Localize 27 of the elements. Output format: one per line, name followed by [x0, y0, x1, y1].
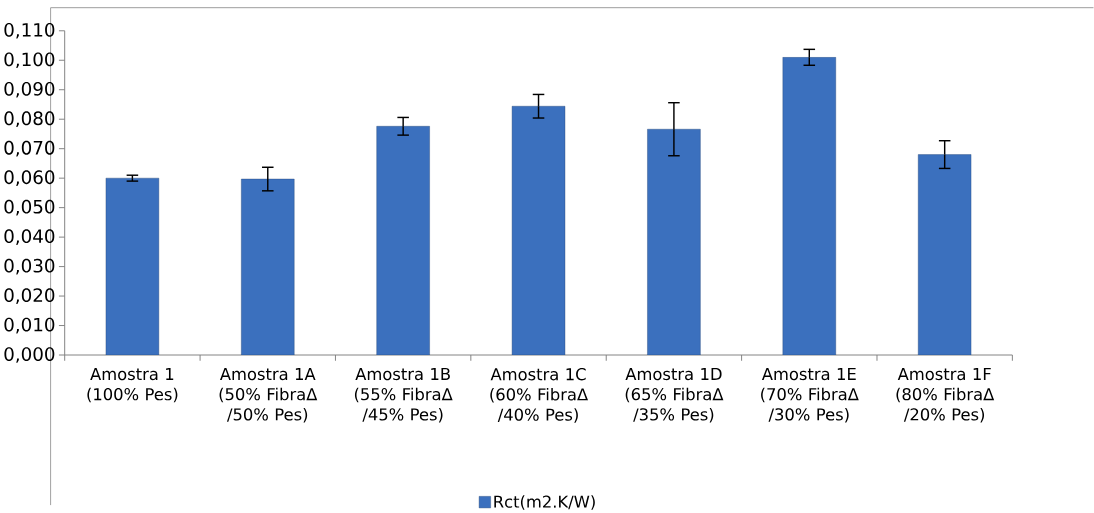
y-tick-label: 0,040 [4, 229, 55, 245]
y-tick-label: 0,030 [4, 258, 55, 275]
x-tick-label: Amostra 1B (55% FibraΔ /45% Pes) [354, 368, 453, 423]
y-tick-label: 0,010 [4, 317, 55, 334]
x-tick-label: Amostra 1 (100% Pes) [87, 368, 178, 403]
legend-label: Rct(m2.K/W) [494, 495, 595, 510]
bar [511, 106, 566, 356]
y-tick-label: 0,020 [4, 288, 55, 304]
y-tick-label: 0,050 [4, 199, 55, 216]
x-tick-label: Amostra 1D (65% FibraΔ /35% Pes) [625, 368, 724, 423]
y-tick-label: 0,110 [4, 22, 55, 39]
y-tick-label: 0,090 [4, 81, 55, 98]
y-tick-label: 0,000 [4, 347, 55, 363]
bar [241, 178, 295, 356]
y-tick-label: 0,070 [4, 140, 55, 157]
bar [105, 178, 160, 356]
bar [376, 126, 430, 356]
bar [918, 154, 972, 356]
x-tick-label: Amostra 1E (70% FibraΔ /30% Pes) [761, 368, 859, 423]
y-tick-label: 0,060 [4, 170, 55, 187]
x-tick-label: Amostra 1C (60% FibraΔ /40% Pes) [490, 368, 589, 423]
x-tick-label: Amostra 1A (50% FibraΔ /50% Pes) [219, 368, 318, 423]
y-tick-label: 0,080 [4, 111, 55, 128]
x-tick-label: Amostra 1F (80% FibraΔ /20% Pes) [896, 368, 995, 423]
bar [782, 57, 836, 356]
bar [647, 129, 701, 356]
y-tick-label: 0,100 [4, 52, 55, 69]
